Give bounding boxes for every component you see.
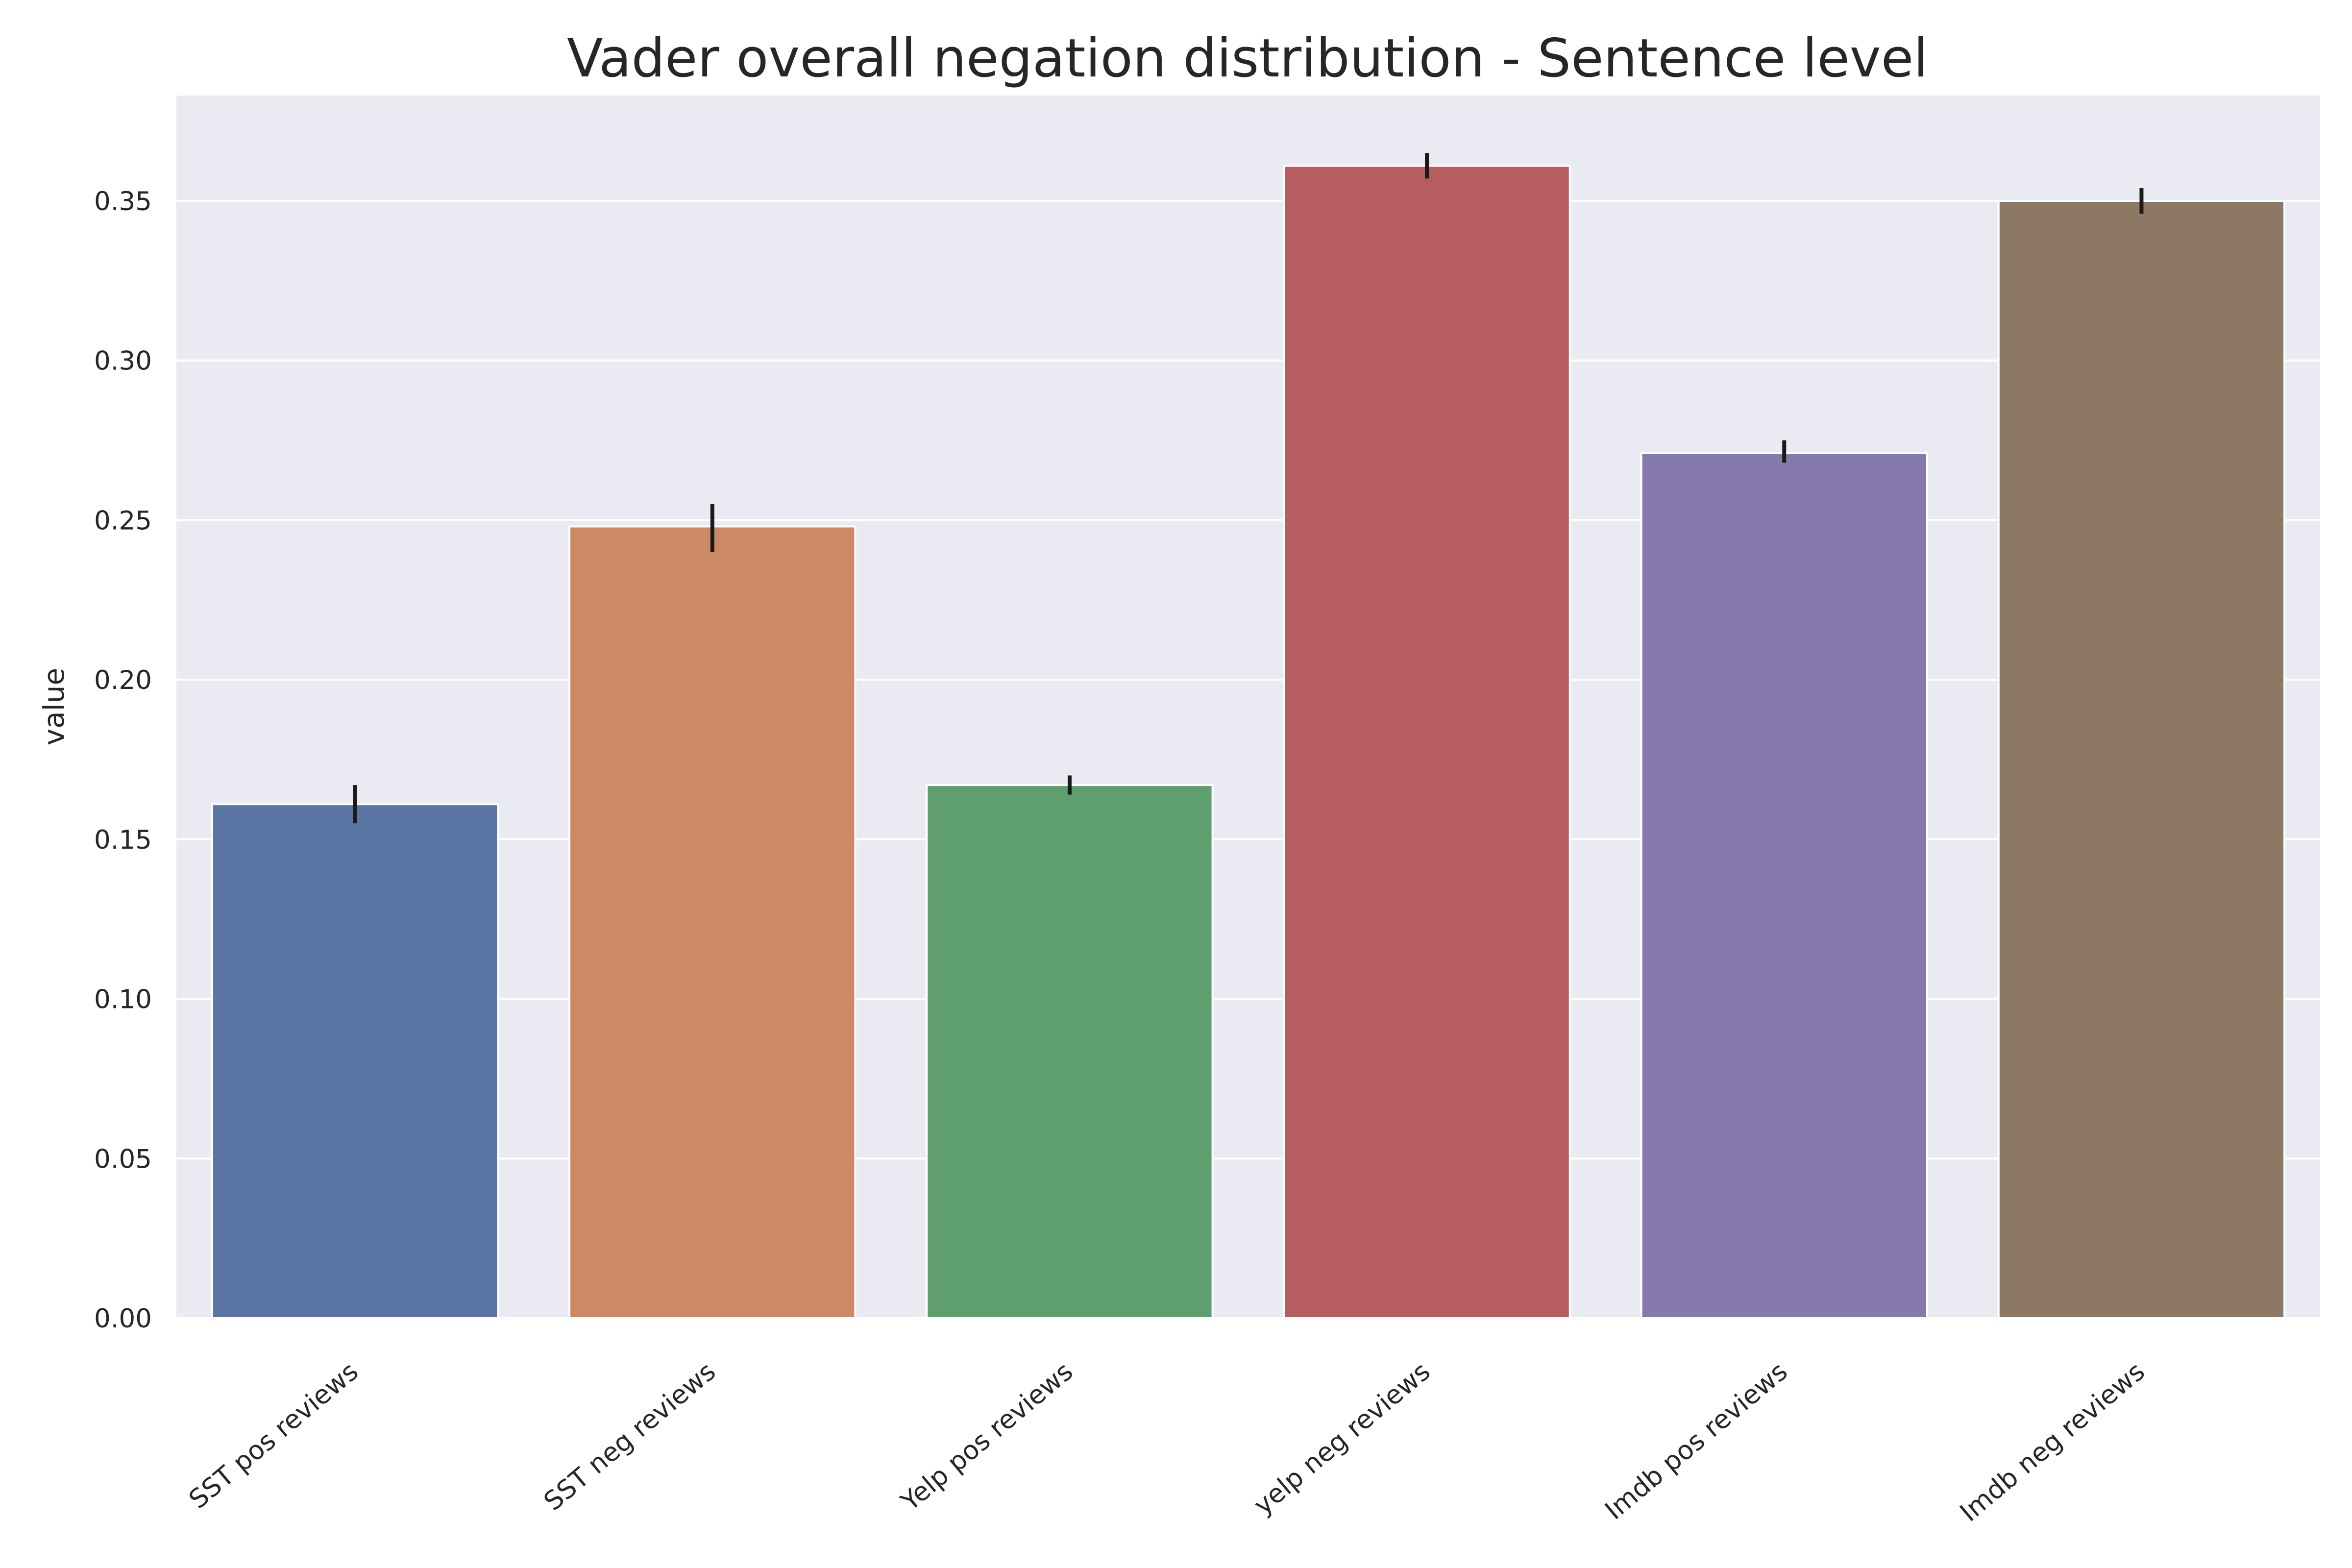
y-tick-label: 0.00 [94,1304,152,1334]
y-tick-label: 0.20 [94,665,152,695]
x-tick-label: yelp neg reviews [1248,1356,1436,1520]
bar [926,784,1214,1319]
y-tick-label: 0.10 [94,985,152,1015]
y-axis-label: value [37,668,71,745]
chart-title: Vader overall negation distribution - Se… [567,28,1928,89]
bar [568,525,857,1319]
y-tick-label: 0.30 [94,346,152,376]
bar [1997,199,2286,1319]
x-tick-label: SST pos reviews [183,1356,364,1515]
bar [1283,165,1571,1319]
grid-lines [176,199,2320,1319]
x-tick-label: Yelp pos reviews [895,1356,1078,1517]
plot-background [176,96,2320,1318]
bars [211,165,2286,1319]
y-tick-label: 0.15 [94,825,152,855]
bar [211,803,499,1319]
x-tick-label: SST neg reviews [539,1356,721,1517]
x-tick-label: Imdb pos reviews [1599,1356,1793,1526]
bar [1640,452,1928,1319]
x-tick-label: Imdb neg reviews [1955,1356,2151,1527]
y-tick-labels: 0.00 0.05 0.10 0.15 0.20 0.25 0.30 0.35 [94,187,152,1334]
x-tick-labels: SST pos reviews SST neg reviews Yelp pos r… [183,1356,2150,1527]
y-tick-label: 0.05 [94,1144,152,1174]
y-tick-label: 0.35 [94,187,152,217]
error-bars [353,153,2144,824]
y-tick-label: 0.25 [94,506,152,536]
